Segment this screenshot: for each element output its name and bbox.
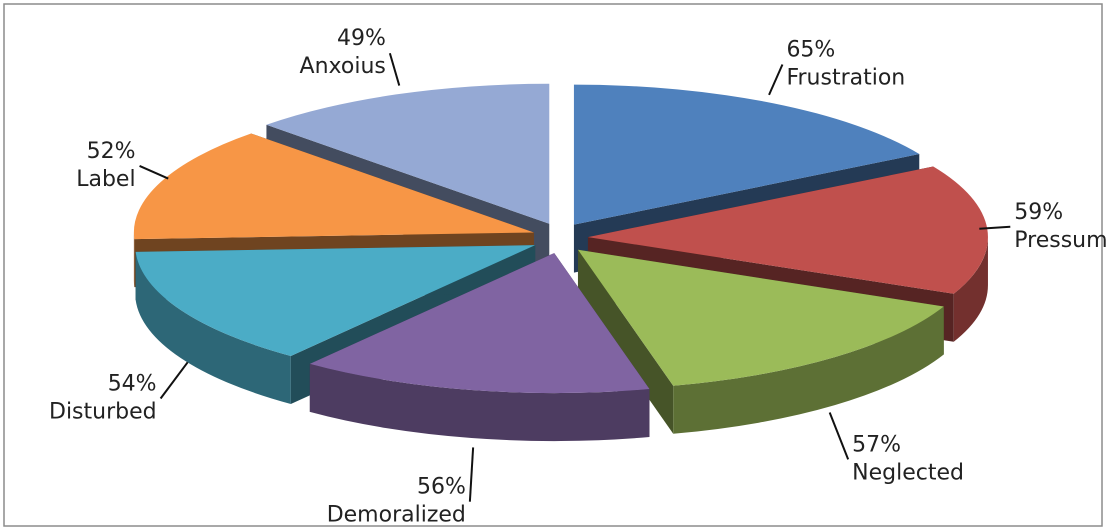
category-label: Frustration xyxy=(786,66,905,91)
data-label: 49% xyxy=(337,26,386,51)
category-label: Demoralized xyxy=(327,503,466,528)
category-label: Label xyxy=(76,167,135,192)
data-label: 52% xyxy=(87,139,136,164)
slice-top xyxy=(135,245,536,356)
slice-side xyxy=(577,249,674,434)
leader-line xyxy=(979,225,1011,230)
slice-top xyxy=(577,249,944,386)
slice xyxy=(309,253,650,442)
category-label: Anxoius xyxy=(300,54,386,79)
slice-top xyxy=(573,84,920,225)
data-label: 65% xyxy=(786,38,835,63)
slice-top xyxy=(587,166,988,294)
category-label: Disturbed xyxy=(49,400,157,425)
leader-line xyxy=(159,361,189,400)
slice-wall xyxy=(309,363,650,442)
leader-line xyxy=(139,165,169,180)
slice-wall xyxy=(673,306,944,434)
slice-top xyxy=(133,133,534,240)
slice-wall xyxy=(953,237,988,342)
data-label: 57% xyxy=(852,432,901,457)
category-label: Neglected xyxy=(852,460,964,485)
category-label: Pressumarized xyxy=(1014,228,1107,253)
data-label: 56% xyxy=(417,475,466,500)
leader-line xyxy=(768,64,784,96)
leader-line xyxy=(828,412,850,460)
data-label: 54% xyxy=(108,372,157,397)
slice-top xyxy=(309,253,650,394)
slice-wall xyxy=(135,251,291,404)
leader-line xyxy=(468,447,475,502)
data-label: 59% xyxy=(1014,200,1063,225)
slice-top xyxy=(266,83,550,224)
slice xyxy=(577,249,944,434)
leader-line xyxy=(388,52,401,86)
